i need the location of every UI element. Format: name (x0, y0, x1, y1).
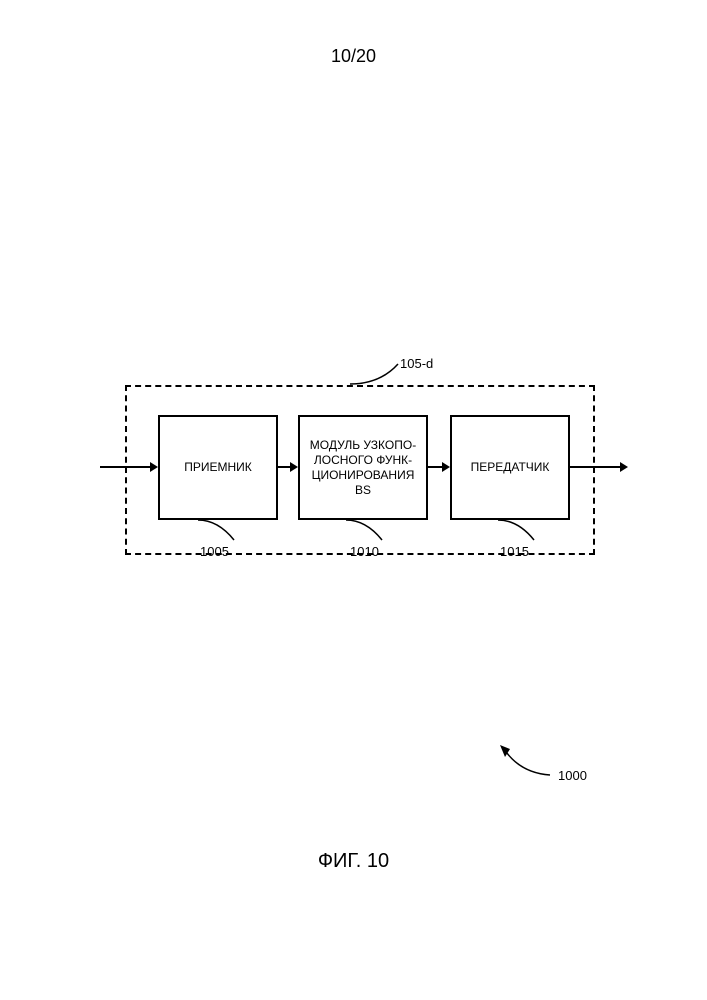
module-ref-label: 1010 (350, 544, 379, 559)
page-number: 10/20 (0, 46, 707, 67)
receiver-label: ПРИЕМНИК (184, 460, 252, 475)
arrow-2-3 (428, 460, 450, 474)
transmitter-ref-label: 1015 (500, 544, 529, 559)
figure-ref-label: 1000 (558, 768, 587, 783)
transmitter-block: ПЕРЕДАТЧИК (450, 415, 570, 520)
page: 10/20 105-d ПРИЕМНИК 1005 МОДУЛЬ УЗКОПО-… (0, 0, 707, 1000)
module-label: МОДУЛЬ УЗКОПО- ЛОСНОГО ФУНК- ЦИОНИРОВАНИ… (310, 438, 416, 498)
receiver-block: ПРИЕМНИК (158, 415, 278, 520)
output-arrow (570, 460, 628, 474)
transmitter-label: ПЕРЕДАТЧИК (471, 460, 550, 475)
arrow-1-2 (278, 460, 298, 474)
receiver-ref-leader (198, 518, 238, 542)
container-ref-label: 105-d (400, 356, 433, 371)
module-ref-leader (346, 518, 386, 542)
transmitter-ref-leader (498, 518, 538, 542)
receiver-ref-label: 1005 (200, 544, 229, 559)
figure-caption: ФИГ. 10 (0, 850, 707, 873)
figure-ref-leader (500, 745, 550, 779)
module-block: МОДУЛЬ УЗКОПО- ЛОСНОГО ФУНК- ЦИОНИРОВАНИ… (298, 415, 428, 520)
input-arrow (100, 460, 158, 474)
